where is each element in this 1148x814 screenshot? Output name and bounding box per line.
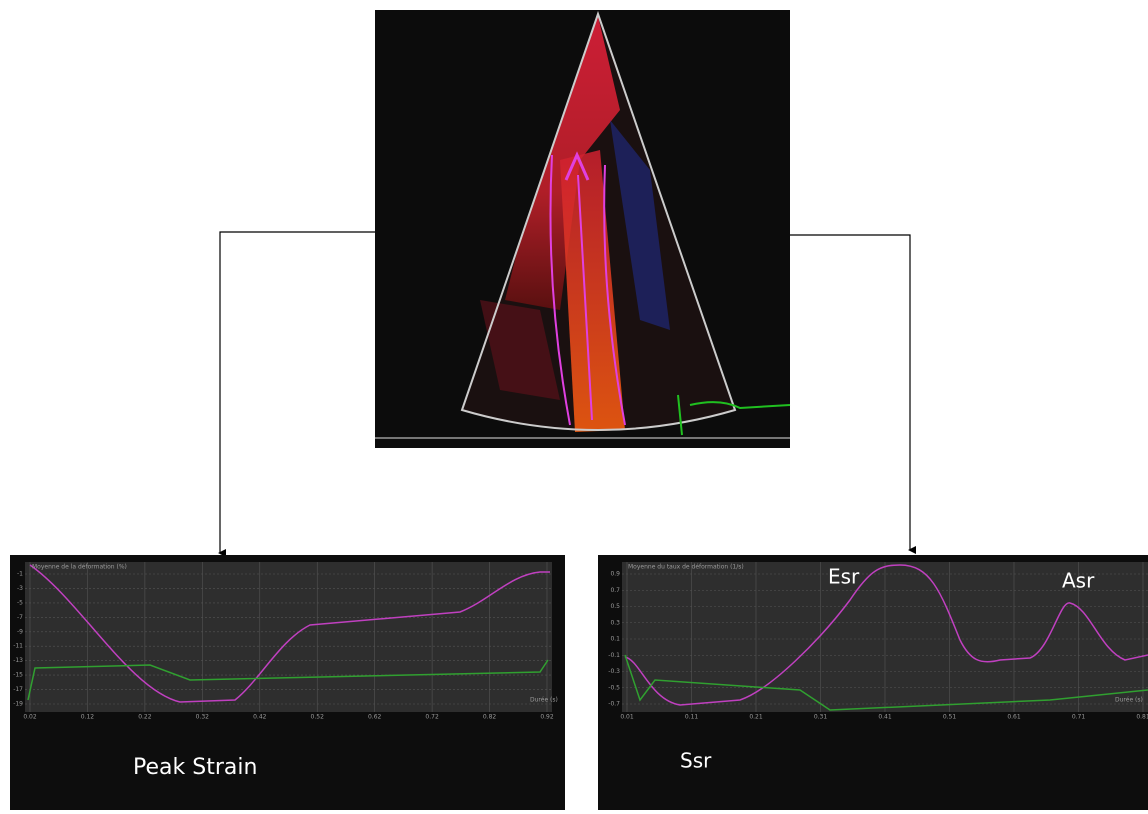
x-tick-label: 0.92 <box>540 714 554 721</box>
y-tick-label: -0.5 <box>608 684 620 691</box>
peak-label: Esr <box>828 565 860 589</box>
y-tick-label: 0.1 <box>610 636 620 643</box>
y-tick-label: -0.3 <box>608 668 620 675</box>
panel-title: Moyenne de la déformation (%) <box>32 564 127 571</box>
x-tick-label: 0.02 <box>23 714 37 721</box>
y-tick-label: 0.9 <box>610 571 620 578</box>
y-tick-label: 0.7 <box>610 587 620 594</box>
x-tick-label: 0.81 <box>1136 714 1148 721</box>
y-tick-label: -0.1 <box>608 652 620 659</box>
peak-label: Ssr <box>680 749 712 773</box>
x-tick-label: 0.62 <box>368 714 382 721</box>
x-tick-label: 0.51 <box>943 714 957 721</box>
x-tick-label: 0.41 <box>878 714 892 721</box>
x-axis-label: Durée (s) <box>1115 697 1143 704</box>
y-tick-label: -17 <box>13 686 23 693</box>
figure: -19 -17 -15 -13 -11 -9 -7 -5 -3 -1 0.92 0.82 0.72 0.6… <box>0 0 1148 810</box>
y-tick-label: 0.5 <box>610 603 620 610</box>
connector <box>790 235 910 550</box>
y-tick-label: -3 <box>17 585 23 592</box>
caption: Peak Strain <box>133 755 257 780</box>
x-tick-label: 0.71 <box>1072 714 1086 721</box>
x-tick-label: 0.42 <box>253 714 267 721</box>
x-tick-label: 0.01 <box>620 714 634 721</box>
x-tick-label: 0.82 <box>483 714 497 721</box>
peak-label: Asr <box>1062 569 1095 593</box>
x-tick-label: 0.12 <box>81 714 95 721</box>
y-tick-label: 0.3 <box>610 619 620 626</box>
x-tick-label: 0.32 <box>196 714 210 721</box>
x-tick-label: 0.22 <box>138 714 152 721</box>
y-tick-label: -7 <box>17 614 23 621</box>
x-tick-label: 0.11 <box>685 714 699 721</box>
x-tick-label: 0.61 <box>1007 714 1021 721</box>
y-tick-label: -5 <box>17 599 23 606</box>
y-tick-label: -9 <box>17 628 23 635</box>
strain-rate-panel: -0.7 -0.5 -0.3 -0.1 0.1 0.3 0.5 0.7 0.9 0.81 0.71 0… <box>598 555 1148 810</box>
x-tick-label: 0.21 <box>749 714 763 721</box>
x-tick-label: 0.52 <box>311 714 325 721</box>
ultrasound-image <box>375 10 790 448</box>
x-axis-label: Durée (s) <box>530 697 558 704</box>
y-tick-label: -13 <box>13 657 23 664</box>
x-tick-label: 0.31 <box>814 714 828 721</box>
y-tick-label: -11 <box>13 643 23 650</box>
y-tick-label: -19 <box>13 701 23 708</box>
panel-title: Moyenne du taux de déformation (1/s) <box>628 564 744 571</box>
y-tick-label: -1 <box>17 571 23 578</box>
x-tick-label: 0.72 <box>425 714 439 721</box>
connector <box>220 232 375 553</box>
strain-panel: -19 -17 -15 -13 -11 -9 -7 -5 -3 -1 0.92 0.82 0.72 0.6… <box>10 555 565 810</box>
y-tick-label: -0.7 <box>608 701 620 708</box>
y-tick-label: -15 <box>13 672 23 679</box>
